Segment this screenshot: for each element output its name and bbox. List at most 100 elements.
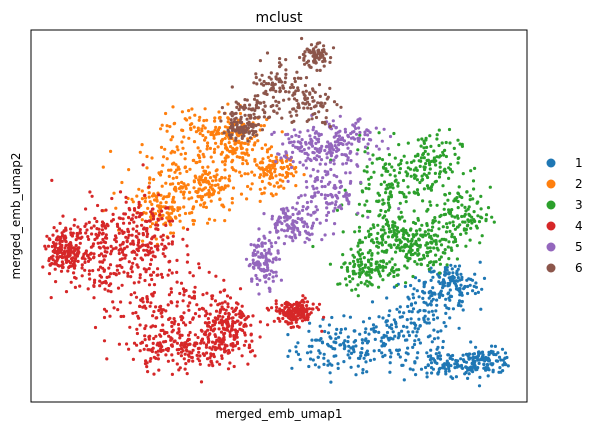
scatter-point [320,341,325,345]
scatter-point [326,210,331,215]
scatter-point [160,209,164,213]
scatter-point [367,332,371,336]
scatter-point [102,245,106,249]
scatter-point [86,287,90,291]
scatter-point [384,250,388,254]
scatter-point [162,247,166,251]
scatter-point [305,304,309,308]
scatter-point [422,141,426,145]
scatter-point [470,365,475,369]
scatter-point [486,206,491,210]
scatter-point [222,278,226,282]
scatter-point [296,313,300,317]
scatter-point [389,244,393,248]
scatter-point [460,144,464,148]
scatter-point [359,281,363,285]
scatter-point [185,244,189,248]
series-1-points [286,260,510,388]
scatter-point [246,139,250,143]
scatter-point [117,231,121,235]
scatter-point [464,352,468,356]
scatter-point [282,311,286,315]
scatter-point [479,307,483,311]
scatter-point [248,350,253,354]
legend-marker-4 [546,221,556,231]
scatter-point [356,294,360,298]
scatter-point [427,267,431,271]
scatter-point [389,355,393,359]
scatter-point [276,249,280,253]
scatter-point [377,285,381,289]
scatter-point [63,246,67,250]
scatter-point [146,348,150,352]
scatter-point [323,233,327,237]
scatter-point [363,282,367,286]
scatter-point [392,274,396,279]
scatter-point [417,317,421,321]
scatter-point [457,185,461,189]
scatter-point [186,227,190,231]
scatter-point [443,212,448,216]
scatter-point [102,240,106,244]
scatter-point [311,87,315,91]
scatter-point [407,249,411,253]
scatter-point [310,226,314,230]
scatter-point [160,242,164,246]
scatter-point [278,178,282,182]
scatter-point [412,321,416,325]
scatter-point [452,235,456,239]
scatter-point [410,237,414,241]
scatter-point [362,256,366,260]
scatter-point [412,342,417,347]
scatter-point [198,149,202,153]
scatter-point [360,189,364,193]
scatter-point [302,58,306,62]
scatter-point [444,324,448,328]
scatter-point [241,125,245,129]
scatter-point [170,200,175,204]
scatter-point [247,343,252,347]
scatter-point [147,195,151,199]
scatter-point [58,239,62,243]
scatter-point [203,321,207,325]
scatter-point [398,201,402,205]
scatter-point [292,224,296,228]
scatter-point [387,195,391,199]
scatter-point [341,230,345,234]
scatter-point [308,134,312,138]
scatter-point [312,99,316,103]
scatter-point [100,260,104,264]
scatter-point [261,168,265,172]
scatter-point [397,143,401,147]
scatter-point [67,252,71,256]
scatter-point [150,156,154,160]
scatter-point [296,88,300,92]
scatter-point [181,237,185,241]
scatter-point [175,258,179,262]
legend-label-1: 1 [575,156,583,170]
scatter-point [193,285,197,289]
scatter-point [196,146,200,150]
scatter-point [441,278,446,282]
scatter-point [263,104,267,108]
scatter-point [53,267,57,271]
scatter-point [490,215,494,219]
scatter-point [466,367,470,371]
scatter-point [468,194,472,198]
scatter-point [329,56,333,60]
scatter-point [423,230,427,234]
scatter-point [100,209,104,213]
legend-marker-2 [546,179,556,189]
scatter-point [128,325,132,329]
scatter-point [199,380,204,384]
scatter-point [445,222,449,226]
scatter-point [247,107,251,111]
scatter-point [444,154,448,159]
scatter-point [158,333,162,337]
scatter-point [143,199,147,204]
scatter-point [303,151,307,155]
scatter-point [262,91,266,95]
scatter-point [175,300,179,304]
scatter-point [147,181,152,185]
scatter-point [418,180,422,185]
